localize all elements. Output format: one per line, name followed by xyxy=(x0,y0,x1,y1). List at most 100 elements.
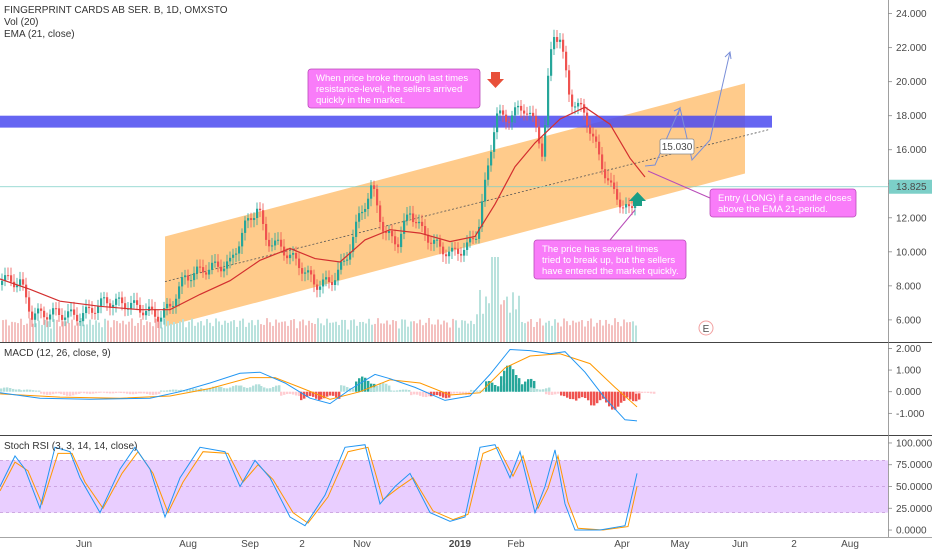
candle xyxy=(97,306,100,313)
sell-arrow-icon xyxy=(487,72,504,88)
price-tick-label: 20.000 xyxy=(896,77,927,88)
macd-histogram-bar xyxy=(500,376,503,392)
candle xyxy=(454,247,457,249)
macd-histogram-bar xyxy=(494,384,497,392)
candle xyxy=(58,308,61,315)
macd-histogram-bar xyxy=(405,389,408,392)
macd-histogram-bar xyxy=(539,389,542,392)
candle xyxy=(562,39,565,52)
macd-histogram-bar xyxy=(318,391,321,401)
macd-histogram-bar xyxy=(9,387,12,392)
macd-histogram-bar xyxy=(229,387,232,392)
candle xyxy=(253,218,256,221)
stoch-rsi-pane[interactable] xyxy=(0,444,888,531)
candle xyxy=(298,258,301,269)
candle xyxy=(22,279,25,285)
volume-bar xyxy=(170,323,172,342)
sellers-note-text: resistance-level, the sellers arrived xyxy=(316,84,462,95)
candle xyxy=(382,221,385,232)
volume-bar xyxy=(458,327,460,342)
volume-bar xyxy=(242,318,244,342)
time-tick-label: Feb xyxy=(507,539,525,550)
volume-bar xyxy=(44,319,46,342)
candle xyxy=(505,114,508,122)
macd-histogram-bar xyxy=(220,386,223,392)
candle xyxy=(553,37,556,50)
volume-bar xyxy=(407,326,409,342)
macd-histogram-bar xyxy=(260,386,263,392)
volume-bar xyxy=(146,321,148,342)
candle xyxy=(535,116,538,127)
volume-bar xyxy=(557,322,559,342)
macd-histogram-bar xyxy=(15,389,18,392)
volume-bar xyxy=(209,322,211,342)
candle xyxy=(433,240,436,244)
macd-histogram-bar xyxy=(178,390,181,392)
volume-bar xyxy=(86,324,88,342)
macd-histogram-bar xyxy=(143,391,146,394)
candle xyxy=(376,188,379,206)
candle xyxy=(205,272,208,275)
candle xyxy=(472,238,475,240)
volume-bar xyxy=(35,323,37,342)
macd-histogram-bar xyxy=(35,390,38,392)
macd-histogram-bar xyxy=(6,387,9,392)
macd-histogram-bar xyxy=(0,388,3,392)
macd-legend: MACD (12, 26, close, 9) xyxy=(4,348,111,359)
macd-histogram-bar xyxy=(488,381,491,392)
macd-histogram-bar xyxy=(192,388,195,392)
candle xyxy=(190,280,193,282)
volume-bar xyxy=(140,318,142,342)
macd-histogram-bar xyxy=(332,391,335,396)
candle xyxy=(346,259,349,261)
volume-bar xyxy=(68,322,70,342)
macd-histogram-bar xyxy=(240,385,243,392)
candle xyxy=(160,317,163,322)
macd-pane[interactable] xyxy=(0,348,656,422)
macd-histogram-bar xyxy=(215,386,218,392)
macd-histogram-bar xyxy=(126,391,129,394)
macd-histogram-bar xyxy=(46,391,49,395)
macd-histogram-bar xyxy=(169,389,172,392)
candle xyxy=(319,286,322,290)
macd-histogram-bar xyxy=(416,391,419,395)
price-pane[interactable]: 15.030 E xyxy=(0,29,888,342)
macd-histogram-bar xyxy=(298,391,301,397)
macd-histogram-bar xyxy=(364,377,367,392)
volume-bar xyxy=(206,319,208,342)
candle xyxy=(370,185,373,199)
volume-bar xyxy=(41,324,43,342)
candle xyxy=(181,277,184,287)
macd-histogram-bar xyxy=(614,391,617,410)
macd-histogram-bar xyxy=(635,391,638,402)
volume-bar xyxy=(554,319,556,342)
price-tick-label: 18.000 xyxy=(896,111,927,122)
macd-histogram-bar xyxy=(315,391,318,399)
candle xyxy=(67,311,70,318)
macd-histogram-bar xyxy=(49,391,52,395)
candle xyxy=(493,132,496,152)
volume-bar xyxy=(599,319,601,342)
macd-histogram-bar xyxy=(635,391,638,394)
candle xyxy=(301,268,304,274)
sellers-note-text: When price broke through last times xyxy=(316,73,468,84)
volume-bar xyxy=(149,322,151,342)
candle xyxy=(322,279,325,287)
volume-bar xyxy=(116,321,118,342)
macd-histogram-bar xyxy=(545,388,548,392)
volume-bar xyxy=(179,321,181,342)
candle xyxy=(424,226,427,235)
projection-arrowhead xyxy=(673,107,681,116)
macd-histogram-bar xyxy=(300,391,303,401)
macd-histogram-bar xyxy=(536,389,539,392)
macd-histogram-bar xyxy=(83,391,86,394)
candle xyxy=(241,232,244,247)
price-tick-label: 22.000 xyxy=(896,43,927,54)
volume-bar xyxy=(338,325,340,342)
candle xyxy=(568,70,571,95)
volume-bar xyxy=(605,319,607,342)
volume-bar xyxy=(353,319,355,342)
candle xyxy=(616,189,619,200)
volume-bar xyxy=(143,325,145,342)
